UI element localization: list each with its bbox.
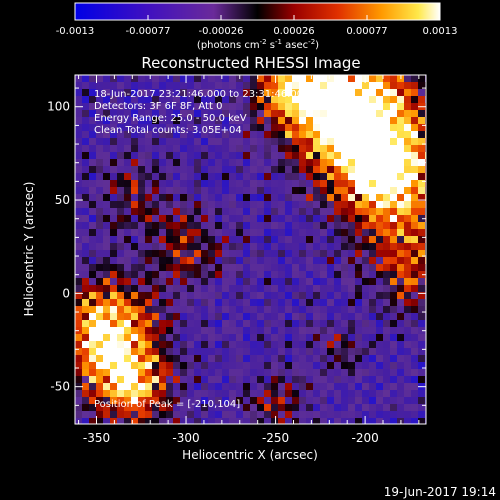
x-tick-label: -250	[262, 431, 289, 445]
x-tick-label: -350	[83, 431, 110, 445]
y-tick-label: -50	[50, 380, 70, 394]
colorbar-unit-label: (photons cm-2 s-1 asec-2)	[197, 38, 319, 51]
colorbar-tick-label: 0.00077	[346, 26, 387, 37]
x-axis: -350 -300 -250 -200	[78, 75, 420, 445]
x-axis-label: Heliocentric X (arcsec)	[182, 448, 318, 462]
colorbar: -0.0013 -0.00077 -0.00026 0.00026 0.00077 0.0…	[56, 2, 458, 51]
x-tick-label: -300	[172, 431, 199, 445]
annotation-clean-counts: Clean Total counts: 3.05E+04	[94, 125, 242, 136]
heatmap-image	[75, 75, 426, 424]
y-tick-label: 0	[62, 286, 70, 300]
y-tick-label: 50	[55, 193, 70, 207]
colorbar-tick-label: -0.0013	[56, 26, 95, 37]
heatmap-cells	[75, 75, 426, 424]
y-axis-label: Heliocentric Y (arcsec)	[22, 182, 36, 317]
x-tick-label: -200	[351, 431, 378, 445]
colorbar-tick-label: -0.00077	[126, 26, 171, 37]
colorbar-ticks: -0.0013 -0.00077 -0.00026 0.00026 0.00077 0.0…	[56, 15, 458, 37]
annotations: 18-Jun-2017 23:21:46.000 to 23:31:46.000…	[94, 89, 310, 410]
colorbar-tick-label: 0.0013	[423, 26, 458, 37]
colorbar-tick-label: -0.00026	[199, 26, 244, 37]
peak-position-label: Position of Peak = [-210,104]	[94, 399, 240, 410]
plot-frame	[74, 74, 427, 425]
y-tick-label: 100	[47, 100, 70, 114]
footer-timestamp: 19-Jun-2017 19:14	[384, 485, 496, 499]
annotation-energy-range: Energy Range: 25.0 - 50.0 keV	[94, 113, 247, 124]
annotation-detectors: Detectors: 3F 6F 8F, Att 0	[94, 101, 222, 112]
colorbar-tick-label: 0.00026	[273, 26, 314, 37]
colorbar-fill	[74, 2, 441, 21]
chart-title: Reconstructed RHESSI Image	[141, 54, 360, 72]
y-axis: -50 0 50 100	[47, 87, 426, 425]
annotation-time-range: 18-Jun-2017 23:21:46.000 to 23:31:46.000	[94, 89, 310, 100]
